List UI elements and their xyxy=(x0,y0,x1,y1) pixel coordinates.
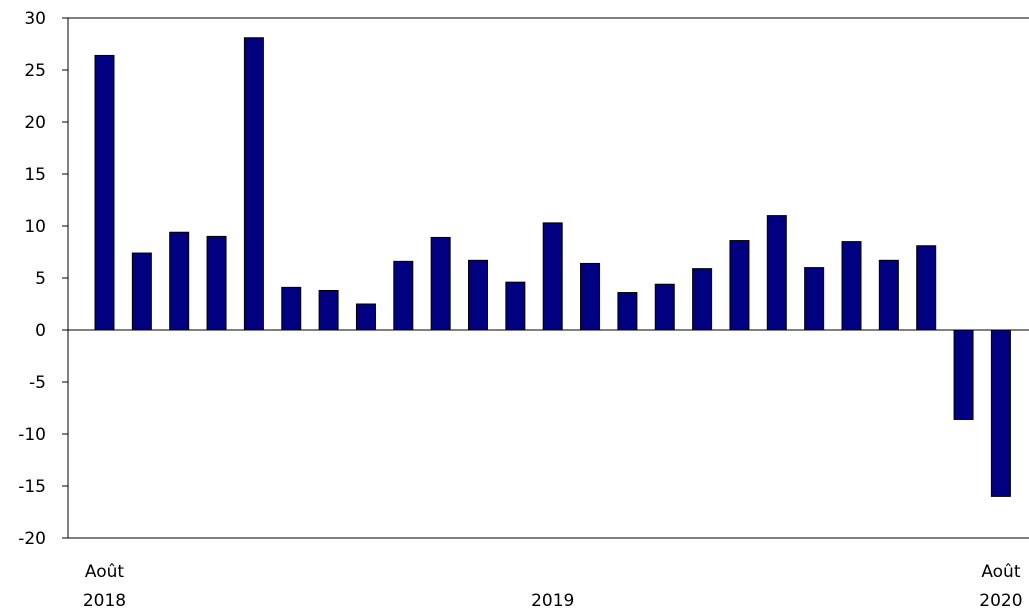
bar-2018-08 xyxy=(94,54,115,331)
bar-2020-07 xyxy=(953,329,974,420)
y-tick-label: 0 xyxy=(35,321,46,341)
y-tick-label: 15 xyxy=(24,165,46,185)
y-tick-label: 30 xyxy=(24,9,46,29)
bar-2018-10 xyxy=(169,231,190,331)
y-tick-label: 5 xyxy=(35,269,46,289)
y-tick-label: 20 xyxy=(24,113,46,133)
bar-2019-06 xyxy=(468,259,488,331)
bar-2019-08 xyxy=(542,222,563,331)
y-tick-label: 25 xyxy=(24,61,46,81)
bar-2018-11 xyxy=(206,235,227,331)
x-tick-label-month: Août xyxy=(981,562,1021,582)
bar-2019-02 xyxy=(318,289,339,331)
bar-2020-03 xyxy=(804,267,825,331)
x-tick-label-year: 2020 xyxy=(979,591,1022,610)
bar-2019-10 xyxy=(617,292,638,331)
bar-2019-05 xyxy=(430,236,451,331)
bar-2020-02 xyxy=(766,215,787,331)
y-tick-labels: -20 -15 -10 -5 0 5 10 15 20 25 30 xyxy=(18,9,46,549)
bar-2018-09 xyxy=(131,252,152,331)
bar-2020-08 xyxy=(990,329,1011,497)
bar-2019-04 xyxy=(393,260,414,331)
y-tick-label: -5 xyxy=(29,373,46,393)
bar-2020-01 xyxy=(729,240,750,331)
bar-2019-12 xyxy=(692,268,713,331)
y-tick-label: -15 xyxy=(18,477,46,497)
bar-2019-11 xyxy=(654,283,675,331)
bar-2019-03 xyxy=(355,303,376,331)
bar-2019-09 xyxy=(580,262,601,331)
y-tick-label: -10 xyxy=(18,425,46,445)
x-tick-label-month: Août xyxy=(85,562,125,582)
axes-group xyxy=(62,17,1029,539)
x-tick-labels: Août 2018 2019 Août 2020 xyxy=(83,562,1023,610)
bar-2020-06 xyxy=(916,245,937,331)
bars-group xyxy=(94,37,1011,497)
bar-2020-05 xyxy=(878,259,899,331)
bar-2019-07 xyxy=(505,281,526,331)
bar-2018-12 xyxy=(243,37,264,331)
x-tick-label-year: 2018 xyxy=(83,591,126,610)
y-tick-label: 10 xyxy=(24,217,46,237)
y-tick-label: -20 xyxy=(18,529,46,549)
bar-2020-04 xyxy=(841,241,862,331)
bar-2019-01 xyxy=(281,286,302,331)
x-tick-label-year: 2019 xyxy=(531,591,574,610)
